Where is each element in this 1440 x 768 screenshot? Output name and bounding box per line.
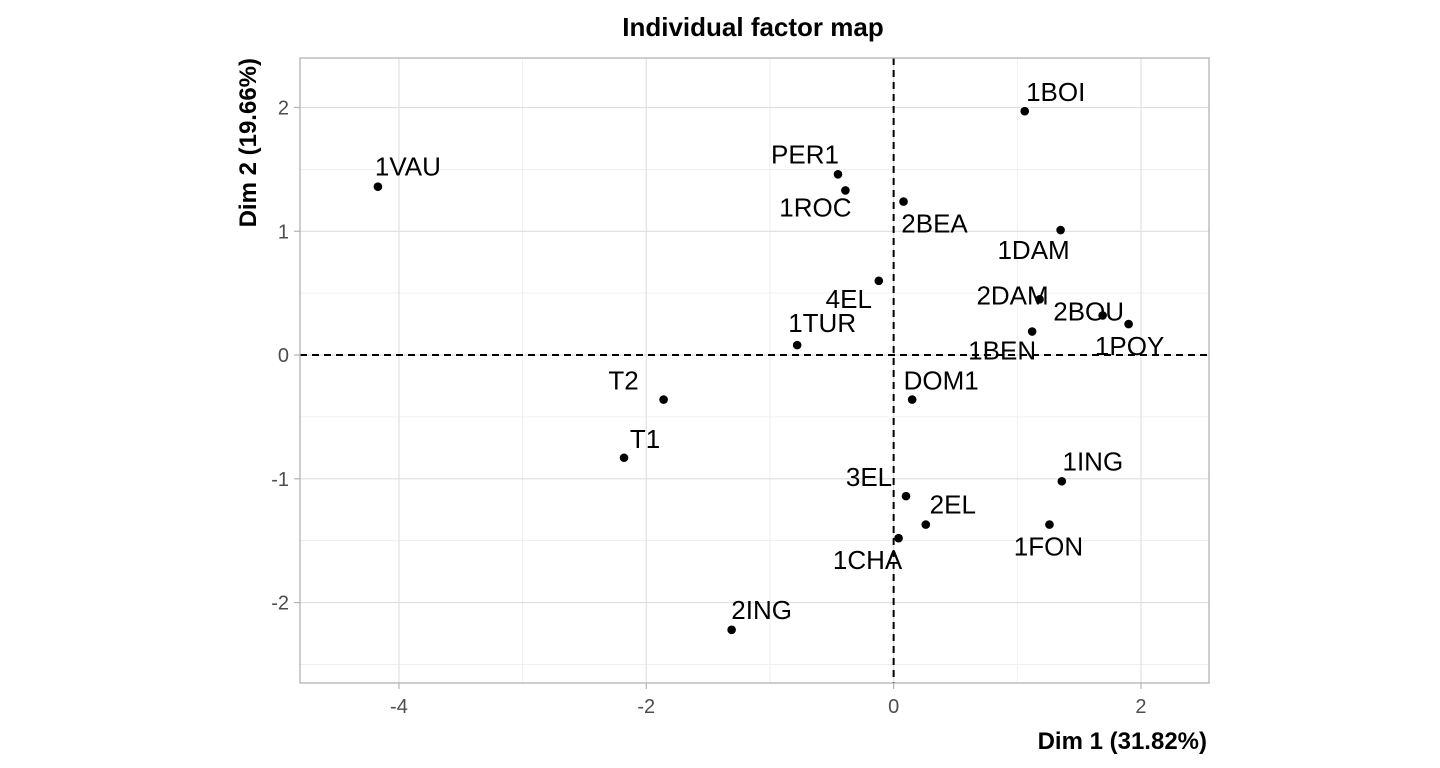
point-label-2el: 2EL (930, 490, 976, 520)
point-label-1vau: 1VAU (375, 152, 441, 182)
point-label-1cha: 1CHA (833, 545, 903, 575)
point-label-1poy: 1POY (1095, 331, 1164, 361)
data-point-3el (901, 491, 911, 501)
data-point-1poy (1124, 319, 1133, 329)
panel-border (299, 57, 1210, 684)
x-axis-title: Dim 1 (31.82%) (1038, 728, 1207, 755)
data-point-2el (921, 520, 931, 529)
point-label-2ing: 2ING (731, 595, 792, 625)
data-point-4el (874, 276, 884, 286)
point-label-1boi: 1BOI (1026, 77, 1085, 107)
data-point-1vau (373, 182, 383, 192)
point-label-4el: 4EL (826, 284, 872, 314)
point-label-2bou: 2BOU (1053, 296, 1124, 326)
data-point-per1 (833, 170, 843, 179)
y-tick-label: -1 (271, 469, 289, 491)
y-axis-title: Dim 2 (19.66%) (235, 58, 262, 227)
data-point-1ben (1027, 327, 1037, 336)
grid (300, 58, 1209, 683)
y-tick-label: 0 (278, 345, 289, 367)
point-label-1roc: 1ROC (779, 192, 851, 222)
x-tick-label: 2 (1135, 696, 1146, 718)
data-point-1boi (1020, 106, 1030, 116)
point-label-1fon: 1FON (1014, 532, 1083, 562)
axis-ticks: -4 -2 0 2 -2 -1 0 1 2 (271, 98, 1146, 718)
point-label-2bea: 2BEA (901, 209, 968, 239)
point-label-t2: T2 (608, 366, 638, 396)
points-layer (373, 106, 1133, 635)
data-point-1tur (792, 340, 802, 350)
point-label-t1: T1 (630, 424, 660, 454)
y-tick-label: -2 (271, 593, 289, 615)
point-label-2dam: 2DAM (976, 280, 1048, 310)
point-label-3el: 3EL (846, 462, 892, 492)
data-point-2bou (1098, 311, 1107, 320)
chart-title: Individual factor map (622, 12, 884, 42)
data-point-1dam (1056, 225, 1065, 235)
point-label-per1: PER1 (771, 139, 839, 169)
point-label-1tur: 1TUR (788, 308, 856, 338)
x-tick-label: -4 (390, 696, 408, 718)
point-label-1ing: 1ING (1062, 446, 1123, 476)
data-point-1cha (894, 533, 903, 543)
data-point-t2 (659, 395, 668, 404)
data-point-dom1 (907, 395, 917, 404)
reference-lines (300, 58, 1209, 683)
point-label-1ben: 1BEN (968, 336, 1036, 366)
data-point-1fon (1045, 520, 1054, 529)
y-tick-label: 2 (278, 98, 289, 120)
x-tick-label: -2 (637, 696, 655, 718)
data-point-1ing (1057, 476, 1067, 486)
data-point-t1 (619, 453, 629, 463)
data-point-2dam (1035, 295, 1044, 304)
point-label-dom1: DOM1 (904, 366, 979, 396)
point-label-1dam: 1DAM (997, 235, 1069, 265)
data-point-2ing (727, 625, 736, 635)
data-point-2bea (899, 197, 908, 206)
x-tick-label: 0 (888, 696, 899, 718)
data-point-1roc (841, 186, 850, 195)
y-tick-label: 1 (278, 221, 289, 243)
